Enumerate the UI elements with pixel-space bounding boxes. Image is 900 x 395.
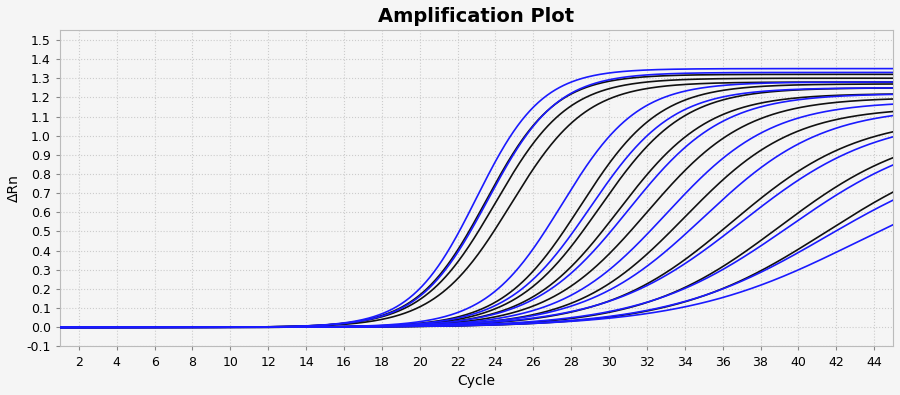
X-axis label: Cycle: Cycle	[457, 374, 496, 388]
Title: Amplification Plot: Amplification Plot	[378, 7, 574, 26]
Y-axis label: ΔRn: ΔRn	[7, 175, 21, 202]
